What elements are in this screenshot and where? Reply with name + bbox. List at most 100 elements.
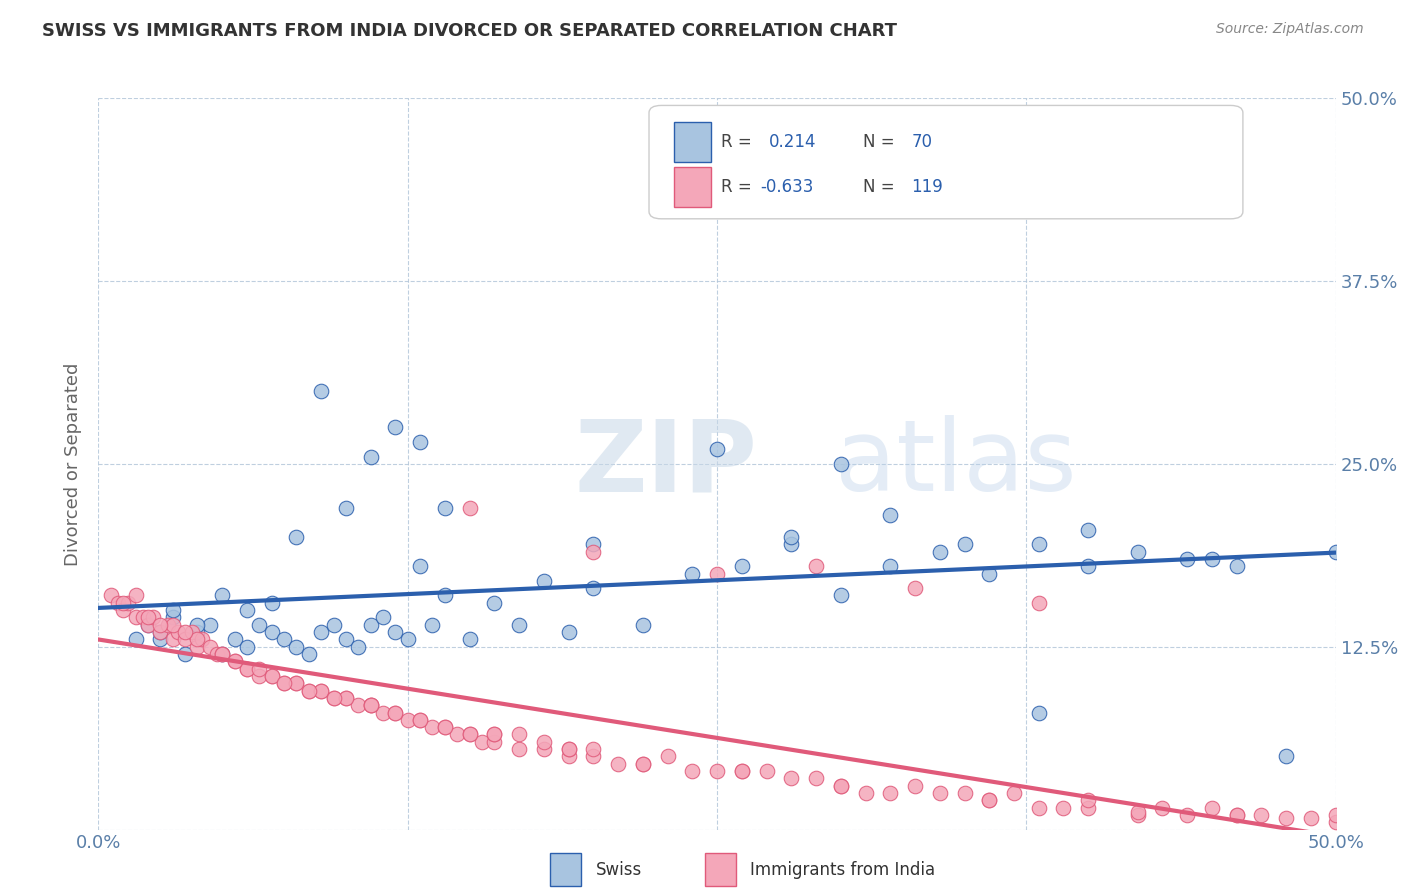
Point <box>953 537 976 551</box>
Point <box>706 764 728 778</box>
Point <box>422 720 444 734</box>
Point <box>928 786 950 800</box>
Point <box>156 617 179 632</box>
Point <box>384 706 406 720</box>
Point <box>582 544 605 558</box>
Point <box>607 756 630 771</box>
Text: R =: R = <box>721 133 752 151</box>
Point <box>508 727 530 741</box>
Point <box>433 720 456 734</box>
Point <box>205 647 228 661</box>
Point <box>484 727 506 741</box>
Point <box>484 735 506 749</box>
FancyBboxPatch shape <box>673 167 711 208</box>
Point <box>211 647 233 661</box>
Point <box>149 625 172 640</box>
Point <box>396 713 419 727</box>
Point <box>582 749 605 764</box>
Point <box>285 640 308 654</box>
Point <box>1126 805 1149 819</box>
Point <box>582 742 605 756</box>
Point <box>186 617 208 632</box>
Point <box>1299 811 1322 825</box>
Point <box>458 727 481 741</box>
Point <box>322 690 344 705</box>
Point <box>285 676 308 690</box>
Point <box>236 640 259 654</box>
Point <box>1028 537 1050 551</box>
Point <box>706 442 728 457</box>
Point <box>1324 808 1347 822</box>
Text: N =: N = <box>863 178 894 196</box>
Point <box>149 625 172 640</box>
Text: SWISS VS IMMIGRANTS FROM INDIA DIVORCED OR SEPARATED CORRELATION CHART: SWISS VS IMMIGRANTS FROM INDIA DIVORCED … <box>42 22 897 40</box>
Point <box>1324 544 1347 558</box>
Point <box>433 720 456 734</box>
Point <box>804 772 827 786</box>
Point <box>112 596 135 610</box>
Point <box>557 749 579 764</box>
FancyBboxPatch shape <box>550 854 581 887</box>
Point <box>198 640 221 654</box>
Point <box>1077 523 1099 537</box>
Point <box>1324 815 1347 830</box>
Point <box>360 698 382 713</box>
Point <box>298 647 321 661</box>
Text: N =: N = <box>863 133 894 151</box>
Point <box>1028 800 1050 814</box>
Point <box>136 617 159 632</box>
Point <box>582 581 605 595</box>
Y-axis label: Divorced or Separated: Divorced or Separated <box>65 362 83 566</box>
Point <box>1077 793 1099 807</box>
Point <box>162 610 184 624</box>
Point <box>1250 808 1272 822</box>
Point <box>1201 800 1223 814</box>
Point <box>731 559 754 574</box>
Point <box>731 764 754 778</box>
Point <box>681 566 703 581</box>
Point <box>557 742 579 756</box>
Text: -0.633: -0.633 <box>761 178 814 196</box>
Point <box>409 434 432 449</box>
Point <box>1175 552 1198 566</box>
Point <box>1226 808 1249 822</box>
Point <box>273 676 295 690</box>
Point <box>979 793 1001 807</box>
Point <box>409 713 432 727</box>
Point <box>1275 749 1298 764</box>
Point <box>273 676 295 690</box>
Point <box>124 589 146 603</box>
Point <box>484 727 506 741</box>
Point <box>1028 706 1050 720</box>
Point <box>186 625 208 640</box>
Point <box>117 596 139 610</box>
Point <box>409 559 432 574</box>
Point <box>112 603 135 617</box>
Point <box>260 669 283 683</box>
Point <box>979 793 1001 807</box>
Point <box>191 632 214 647</box>
Point <box>780 537 803 551</box>
Point <box>211 589 233 603</box>
Point <box>273 632 295 647</box>
Point <box>1175 808 1198 822</box>
Point <box>124 632 146 647</box>
Text: atlas: atlas <box>835 416 1076 512</box>
Point <box>433 500 456 515</box>
Point <box>335 632 357 647</box>
Point <box>1226 559 1249 574</box>
Point <box>360 698 382 713</box>
Point <box>186 640 208 654</box>
Point <box>396 632 419 647</box>
Point <box>904 581 927 595</box>
Point <box>142 610 165 624</box>
Point <box>780 772 803 786</box>
Point <box>100 589 122 603</box>
Point <box>879 508 901 522</box>
Point <box>508 617 530 632</box>
Point <box>335 500 357 515</box>
Point <box>174 632 197 647</box>
Point <box>458 500 481 515</box>
Point <box>458 632 481 647</box>
Point <box>830 457 852 471</box>
